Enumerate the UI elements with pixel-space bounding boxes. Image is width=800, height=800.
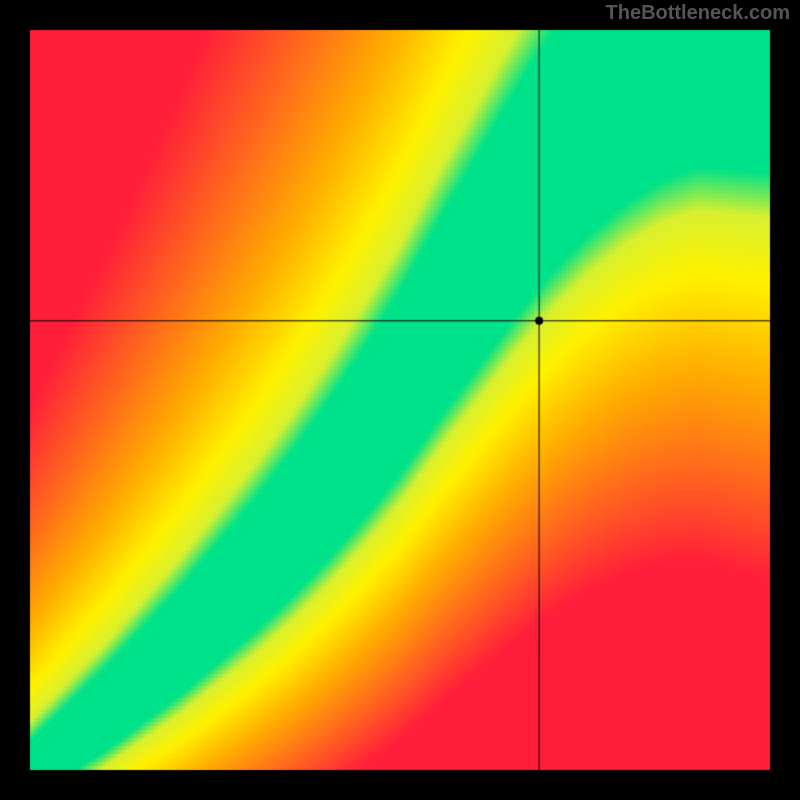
watermark-text: TheBottleneck.com	[606, 2, 790, 25]
bottleneck-heatmap	[0, 0, 800, 800]
